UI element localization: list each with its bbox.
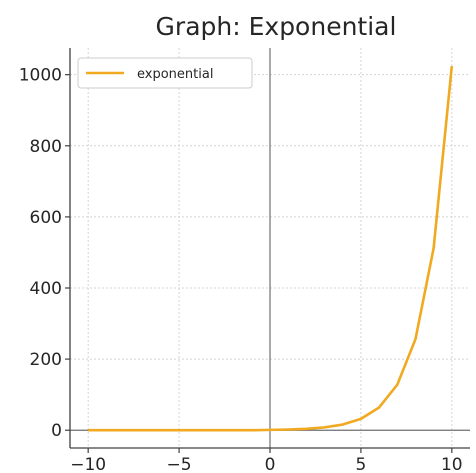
legend-box [77, 57, 253, 89]
x-tick-label: −5 [167, 455, 192, 473]
chart-title: Graph: Exponential [156, 12, 397, 41]
legend: exponential [77, 57, 253, 89]
x-axis-ticks: −10 −5 0 5 10 [70, 448, 463, 473]
x-tick-label: 10 [441, 455, 463, 473]
series-line-exponential [88, 66, 454, 432]
y-axis-ticks: 0 200 400 600 800 1000 [19, 66, 70, 441]
y-tick-label: 0 [51, 421, 62, 441]
y-tick-label: 800 [30, 137, 62, 157]
y-tick-label: 200 [30, 350, 62, 370]
series [88, 66, 454, 432]
y-tick-label: 600 [30, 208, 62, 228]
x-tick-label: −10 [70, 455, 106, 473]
x-tick-label: 5 [355, 455, 366, 473]
legend-label: exponential [137, 67, 213, 82]
y-tick-label: 400 [30, 279, 62, 299]
x-tick-label: 0 [265, 455, 276, 473]
zero-lines [70, 48, 470, 448]
y-tick-label: 1000 [19, 66, 62, 86]
